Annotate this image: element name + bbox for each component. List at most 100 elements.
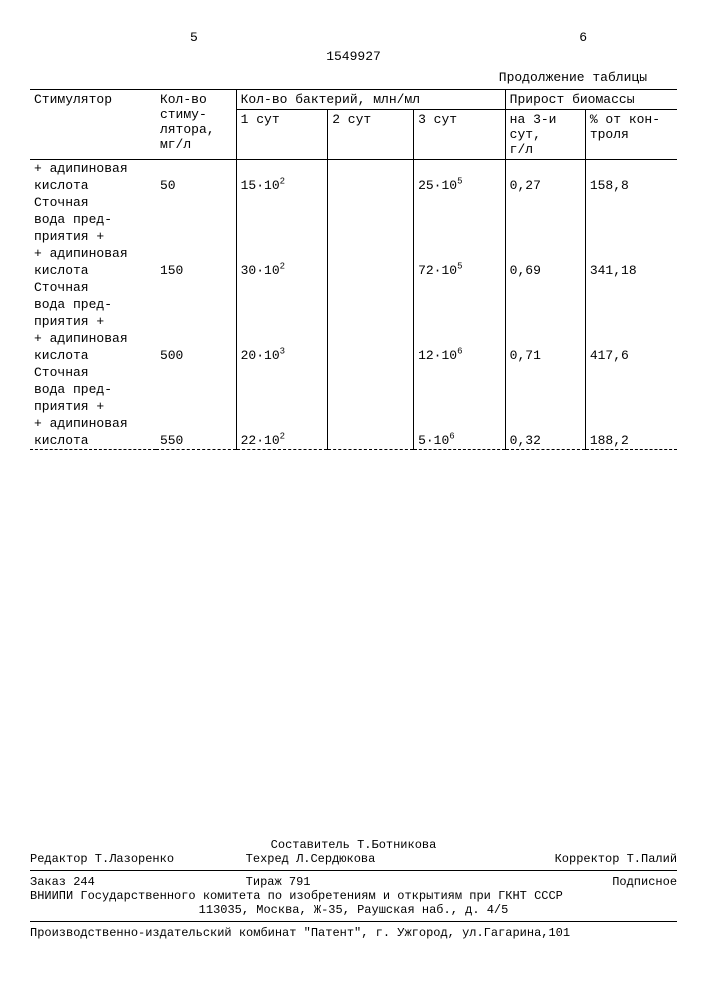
table-row: кислота15030·10272·1050,69341,18 bbox=[30, 262, 677, 279]
cell-biomass-pct bbox=[585, 160, 677, 177]
cell-amount bbox=[156, 160, 236, 177]
editor: Редактор Т.Лазоренко bbox=[30, 852, 246, 866]
cell-day1 bbox=[236, 228, 328, 245]
table-row: приятия + bbox=[30, 313, 677, 330]
address-1: 113035, Москва, Ж-35, Раушская наб., д. … bbox=[30, 903, 677, 917]
cell-biomass-day3 bbox=[505, 313, 585, 330]
cell-biomass-pct bbox=[585, 330, 677, 347]
cell-biomass-pct: 188,2 bbox=[585, 432, 677, 450]
cell-day2 bbox=[328, 228, 414, 245]
cell-day2 bbox=[328, 347, 414, 364]
cell-day1: 22·102 bbox=[236, 432, 328, 450]
subscription: Подписное bbox=[461, 875, 677, 889]
footer: Составитель Т.Ботникова Редактор Т.Лазор… bbox=[30, 838, 677, 940]
cell-biomass-pct bbox=[585, 296, 677, 313]
cell-biomass-pct bbox=[585, 415, 677, 432]
table-row: приятия + bbox=[30, 398, 677, 415]
cell-day2 bbox=[328, 160, 414, 177]
cell-biomass-day3 bbox=[505, 415, 585, 432]
cell-day1: 30·102 bbox=[236, 262, 328, 279]
th-day3: 3 сут bbox=[414, 110, 506, 160]
cell-day1 bbox=[236, 381, 328, 398]
cell-day3: 5·106 bbox=[414, 432, 506, 450]
cell-day2 bbox=[328, 194, 414, 211]
th-stimulator: Стимулятор bbox=[30, 90, 156, 160]
cell-amount bbox=[156, 415, 236, 432]
cell-stimulator: кислота bbox=[30, 347, 156, 364]
continuation-label: Продолжение таблицы bbox=[30, 70, 647, 85]
cell-day2 bbox=[328, 398, 414, 415]
cell-day1: 15·102 bbox=[236, 177, 328, 194]
cell-amount bbox=[156, 296, 236, 313]
cell-biomass-day3 bbox=[505, 279, 585, 296]
cell-day1: 20·103 bbox=[236, 347, 328, 364]
cell-biomass-pct bbox=[585, 313, 677, 330]
cell-day3 bbox=[414, 228, 506, 245]
cell-stimulator: кислота bbox=[30, 177, 156, 194]
table-row: кислота50020·10312·1060,71417,6 bbox=[30, 347, 677, 364]
table-row: вода пред- bbox=[30, 381, 677, 398]
cell-day3 bbox=[414, 330, 506, 347]
cell-biomass-day3 bbox=[505, 296, 585, 313]
cell-amount: 500 bbox=[156, 347, 236, 364]
cell-stimulator: кислота bbox=[30, 262, 156, 279]
th-day2: 2 сут bbox=[328, 110, 414, 160]
cell-day2 bbox=[328, 364, 414, 381]
cell-stimulator: вода пред- bbox=[30, 296, 156, 313]
th-day1: 1 сут bbox=[236, 110, 328, 160]
cell-day3 bbox=[414, 415, 506, 432]
cell-amount bbox=[156, 381, 236, 398]
cell-day1 bbox=[236, 194, 328, 211]
cell-day3: 25·105 bbox=[414, 177, 506, 194]
table-row: Сточная bbox=[30, 364, 677, 381]
cell-biomass-day3: 0,71 bbox=[505, 347, 585, 364]
cell-day3 bbox=[414, 296, 506, 313]
cell-biomass-pct bbox=[585, 381, 677, 398]
cell-biomass-day3 bbox=[505, 194, 585, 211]
table-row: вода пред- bbox=[30, 296, 677, 313]
corrector: Корректор Т.Палий bbox=[461, 852, 677, 866]
table-row: + адипиновая bbox=[30, 160, 677, 177]
cell-day2 bbox=[328, 330, 414, 347]
cell-day1 bbox=[236, 245, 328, 262]
cell-day2 bbox=[328, 245, 414, 262]
table-row: + адипиновая bbox=[30, 330, 677, 347]
cell-amount bbox=[156, 398, 236, 415]
page-number-right: 6 bbox=[579, 30, 587, 45]
cell-day3: 12·106 bbox=[414, 347, 506, 364]
cell-day1 bbox=[236, 398, 328, 415]
cell-stimulator: Сточная bbox=[30, 194, 156, 211]
cell-amount bbox=[156, 245, 236, 262]
cell-day3 bbox=[414, 194, 506, 211]
cell-stimulator: приятия + bbox=[30, 398, 156, 415]
cell-day2 bbox=[328, 313, 414, 330]
cell-biomass-pct bbox=[585, 228, 677, 245]
cell-day1 bbox=[236, 330, 328, 347]
cell-day2 bbox=[328, 415, 414, 432]
cell-day1 bbox=[236, 296, 328, 313]
cell-day2 bbox=[328, 432, 414, 450]
table-row: Сточная bbox=[30, 279, 677, 296]
cell-day2 bbox=[328, 177, 414, 194]
table-row: кислота55022·1025·1060,32188,2 bbox=[30, 432, 677, 450]
th-bacteria-group: Кол-во бактерий, млн/мл bbox=[236, 90, 505, 110]
table-row: + адипиновая bbox=[30, 415, 677, 432]
cell-stimulator: + адипиновая bbox=[30, 415, 156, 432]
cell-day3 bbox=[414, 313, 506, 330]
data-table: Стимулятор Кол-во стиму- лятора, мг/л Ко… bbox=[30, 89, 677, 450]
table-row: Сточная bbox=[30, 194, 677, 211]
th-biomass-group: Прирост биомассы bbox=[505, 90, 677, 110]
document-number: 1549927 bbox=[30, 49, 677, 64]
cell-amount: 550 bbox=[156, 432, 236, 450]
cell-amount bbox=[156, 228, 236, 245]
cell-day2 bbox=[328, 279, 414, 296]
cell-day1 bbox=[236, 211, 328, 228]
th-amount: Кол-во стиму- лятора, мг/л bbox=[156, 90, 236, 160]
cell-amount bbox=[156, 194, 236, 211]
cell-day3 bbox=[414, 245, 506, 262]
cell-stimulator: + адипиновая bbox=[30, 245, 156, 262]
cell-day3 bbox=[414, 398, 506, 415]
cell-stimulator: приятия + bbox=[30, 313, 156, 330]
table-row: + адипиновая bbox=[30, 245, 677, 262]
cell-biomass-pct bbox=[585, 279, 677, 296]
